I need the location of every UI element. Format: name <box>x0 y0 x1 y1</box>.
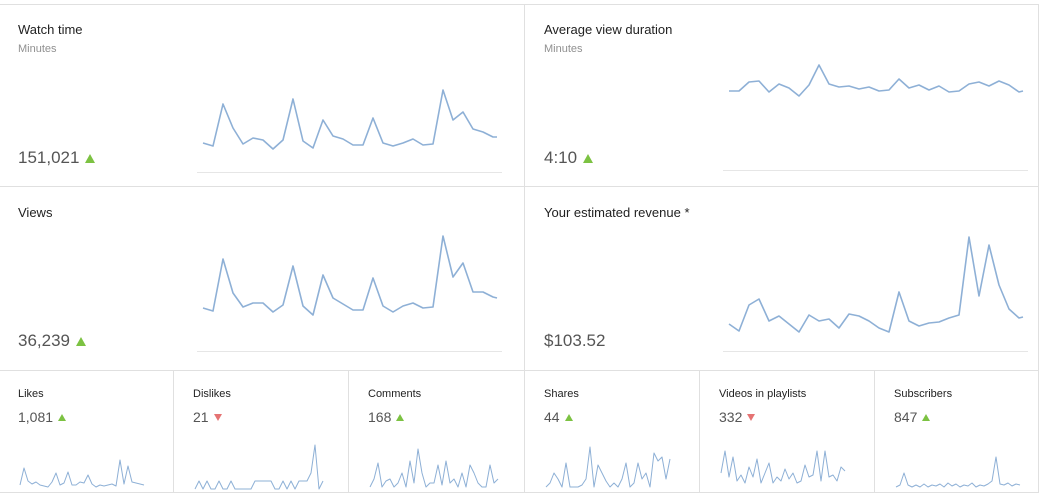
dislikes-card[interactable]: Dislikes 21 <box>174 371 348 492</box>
card-title: Dislikes <box>193 388 231 400</box>
revenue-card[interactable]: Your estimated revenue * $103.52 <box>525 187 1039 370</box>
likes-value: 1,081 <box>18 409 54 425</box>
comments-value: 168 <box>368 409 392 425</box>
watch-time-card[interactable]: Watch time Minutes 151,021 <box>0 4 524 186</box>
card-value: 1,081 <box>18 409 67 425</box>
card-title: Videos in playlists <box>719 388 807 400</box>
card-value: 847 <box>894 409 931 425</box>
trend-up-icon <box>85 153 96 163</box>
playlists-value: 332 <box>719 409 743 425</box>
watch-time-value: 151,021 <box>18 148 80 167</box>
comments-card[interactable]: Comments 168 <box>349 371 524 492</box>
views-sparkline <box>197 235 502 352</box>
card-subtitle: Minutes <box>544 43 583 55</box>
shares-card[interactable]: Shares 44 <box>525 371 699 492</box>
card-value: $103.52 <box>544 331 605 351</box>
trend-up-icon <box>58 413 67 421</box>
card-value: 4:10 <box>544 148 594 168</box>
card-title: Your estimated revenue * <box>544 205 690 220</box>
card-title: Views <box>18 205 53 220</box>
revenue-value: $103.52 <box>544 331 606 350</box>
shares-sparkline <box>545 446 671 488</box>
comments-sparkline <box>369 448 499 488</box>
subscribers-value: 847 <box>894 409 918 425</box>
card-value: 21 <box>193 409 222 425</box>
subscribers-card[interactable]: Subscribers 847 <box>875 371 1038 492</box>
trend-up-icon <box>76 336 86 346</box>
card-value: 151,021 <box>18 148 96 168</box>
trend-up-icon <box>396 413 405 421</box>
likes-card[interactable]: Likes 1,081 <box>0 371 173 492</box>
views-value: 36,239 <box>18 331 70 350</box>
card-value: 168 <box>368 409 405 425</box>
avg-view-duration-card[interactable]: Average view duration Minutes 4:10 <box>525 4 1039 186</box>
watch-time-sparkline <box>197 89 502 173</box>
likes-sparkline <box>19 459 145 488</box>
playlists-card[interactable]: Videos in playlists 332 <box>700 371 874 492</box>
trend-down-icon <box>213 413 222 421</box>
card-title: Average view duration <box>544 22 673 37</box>
trend-up-icon <box>564 413 573 421</box>
revenue-sparkline <box>723 236 1028 352</box>
card-value: 332 <box>719 409 756 425</box>
shares-value: 44 <box>544 409 560 425</box>
trend-up-icon <box>922 413 931 421</box>
avg-view-duration-sparkline <box>723 64 1028 171</box>
avg-view-duration-value: 4:10 <box>544 148 578 167</box>
views-card[interactable]: Views 36,239 <box>0 187 524 370</box>
playlists-sparkline <box>720 450 846 484</box>
card-title: Watch time <box>18 22 83 37</box>
card-title: Subscribers <box>894 388 953 400</box>
card-value: 36,239 <box>18 331 86 351</box>
trend-down-icon <box>747 413 756 421</box>
card-value: 44 <box>544 409 573 425</box>
dislikes-value: 21 <box>193 409 209 425</box>
card-subtitle: Minutes <box>18 43 57 55</box>
trend-up-icon <box>583 153 594 163</box>
card-title: Likes <box>18 388 44 400</box>
subscribers-sparkline <box>895 456 1021 488</box>
card-title: Comments <box>368 388 422 400</box>
card-title: Shares <box>544 388 579 400</box>
dislikes-sparkline <box>194 444 324 490</box>
